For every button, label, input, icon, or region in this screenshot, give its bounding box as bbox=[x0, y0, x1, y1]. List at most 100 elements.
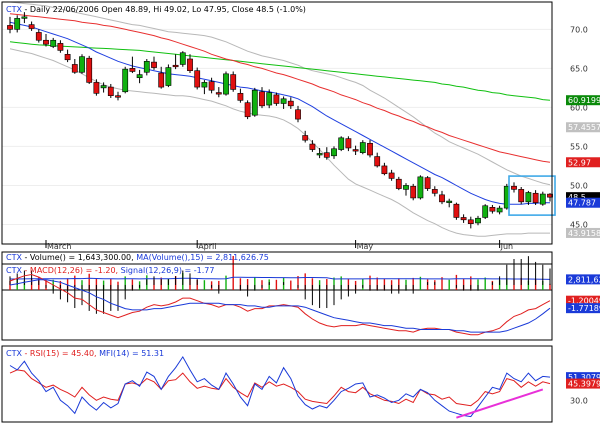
candle-body-up bbox=[403, 185, 409, 190]
candle bbox=[151, 56, 157, 70]
candle-body-down bbox=[467, 219, 474, 225]
candle bbox=[259, 87, 265, 109]
candle-body-down bbox=[295, 109, 301, 120]
macd-panel-frame bbox=[1, 263, 553, 341]
price-tag-box bbox=[566, 95, 600, 106]
volume-bar bbox=[448, 279, 450, 290]
candle bbox=[424, 176, 431, 191]
candle-body-down bbox=[43, 39, 49, 45]
volume-bar bbox=[225, 275, 227, 290]
x-axis-label: March bbox=[47, 242, 71, 251]
rsi-label-symbol: CTX bbox=[6, 349, 22, 358]
price-tag-label: 47.787 bbox=[568, 199, 596, 208]
price-gridlines bbox=[2, 28, 552, 225]
candle-body-down bbox=[453, 203, 460, 218]
candle bbox=[21, 12, 28, 24]
candle-body-down bbox=[259, 91, 265, 107]
candle bbox=[460, 214, 467, 223]
candle-body-up bbox=[331, 148, 337, 157]
candle bbox=[251, 87, 258, 117]
volume-bar bbox=[405, 279, 407, 290]
price-tag-box bbox=[566, 122, 600, 133]
candle-body-down bbox=[532, 192, 539, 203]
price-tag: 47.787 bbox=[566, 197, 600, 208]
volume-label-ma: MA(Volume(),15) = 2,811,626.75 bbox=[136, 253, 269, 262]
candle bbox=[417, 175, 424, 200]
candle bbox=[295, 105, 301, 123]
price-tag-box bbox=[566, 227, 600, 238]
price-tag-label: 60.9199 bbox=[568, 96, 600, 105]
candle bbox=[129, 56, 136, 74]
candle bbox=[280, 96, 287, 109]
volume-bar bbox=[110, 278, 112, 290]
candle-body-down bbox=[388, 172, 395, 179]
candle bbox=[467, 216, 474, 229]
rsi-panel-frame bbox=[1, 345, 553, 423]
rsi-tag: 51.3079 bbox=[566, 372, 600, 383]
candle-body-down bbox=[424, 177, 431, 189]
highlight-box bbox=[508, 175, 556, 216]
volume-bar bbox=[398, 278, 400, 290]
rsi-tag-label: 45.3979 bbox=[568, 380, 600, 389]
candle bbox=[323, 147, 330, 160]
candle bbox=[64, 49, 71, 63]
price-axis: 70.0 65.0 60.0 55.0 50.0 45.0 bbox=[570, 25, 588, 229]
rsi-axis-label: 30.0 bbox=[570, 396, 588, 405]
rsi-label-text: - RSI(15) = 45.40, bbox=[22, 349, 99, 358]
macd-signal-line bbox=[9, 279, 551, 333]
candle bbox=[237, 88, 244, 103]
ma20-line bbox=[9, 21, 551, 205]
rsi-panel: CTX - RSI(15) = 45.40, MFI(14) = 51.31 3… bbox=[1, 345, 600, 423]
price-tag: 43.9158 bbox=[566, 227, 600, 238]
price-tag: 52.97 bbox=[566, 157, 600, 168]
candle-body-up bbox=[179, 52, 186, 65]
volume-bar bbox=[434, 280, 436, 290]
candle-body-up bbox=[359, 142, 366, 153]
candle-body-down bbox=[511, 185, 517, 190]
volume-bar bbox=[441, 277, 443, 290]
rsi-trendline bbox=[456, 388, 544, 419]
volume-tag-label: 2,811,62 bbox=[568, 275, 600, 284]
macd-panel: CTX - MACD(12,26) = -1.20, Signal(12,26,… bbox=[1, 256, 600, 341]
candle-body-down bbox=[129, 68, 136, 72]
candle-body-up bbox=[539, 193, 546, 205]
ma200-line bbox=[9, 41, 551, 101]
candle bbox=[287, 97, 294, 109]
price-overlays bbox=[9, 1, 551, 237]
volume-label: CTX - Volume() = 1,643,300.00, MA(Volume… bbox=[6, 253, 269, 262]
volume-bar bbox=[9, 280, 11, 290]
candle bbox=[439, 190, 445, 205]
volume-bar bbox=[124, 276, 126, 290]
x-axis-label: April bbox=[198, 242, 216, 251]
candle-body-up bbox=[201, 82, 208, 88]
price-tag-label: 57.4557 bbox=[568, 123, 600, 132]
price-tag-label: 43.9158 bbox=[568, 229, 600, 238]
candle bbox=[194, 67, 201, 90]
candle-body-down bbox=[35, 32, 42, 41]
volume-bar bbox=[470, 276, 472, 290]
candle bbox=[179, 51, 186, 67]
candle-body-down bbox=[273, 94, 280, 104]
price-tag-box bbox=[566, 197, 600, 208]
volume-ma-line bbox=[10, 276, 551, 280]
candle-body-up bbox=[266, 92, 273, 106]
candle-body-up bbox=[122, 68, 129, 93]
volume-bar bbox=[419, 276, 422, 290]
candle-body-down bbox=[323, 152, 330, 158]
candle bbox=[158, 66, 165, 89]
candle bbox=[107, 83, 114, 99]
macd-label-symbol: CTX bbox=[6, 266, 22, 275]
candle bbox=[165, 64, 172, 88]
volume-tag: 2,811,62 bbox=[566, 274, 600, 285]
volume-bar bbox=[95, 279, 98, 290]
volume-label-symbol: CTX bbox=[6, 253, 22, 262]
candle-body-up bbox=[475, 217, 481, 224]
price-panel: 70.0 65.0 60.0 55.0 50.0 45.0 60.9199 57.4557 5… bbox=[1, 1, 600, 251]
volume-bar bbox=[304, 273, 306, 290]
candle-body-down bbox=[410, 185, 417, 199]
candle-body-up bbox=[446, 200, 453, 203]
candle-body-up bbox=[21, 16, 28, 19]
price-candles bbox=[7, 12, 553, 229]
rsi-label-mfi: MFI(14) = 51.31 bbox=[99, 349, 164, 358]
volume-bar bbox=[484, 277, 486, 290]
